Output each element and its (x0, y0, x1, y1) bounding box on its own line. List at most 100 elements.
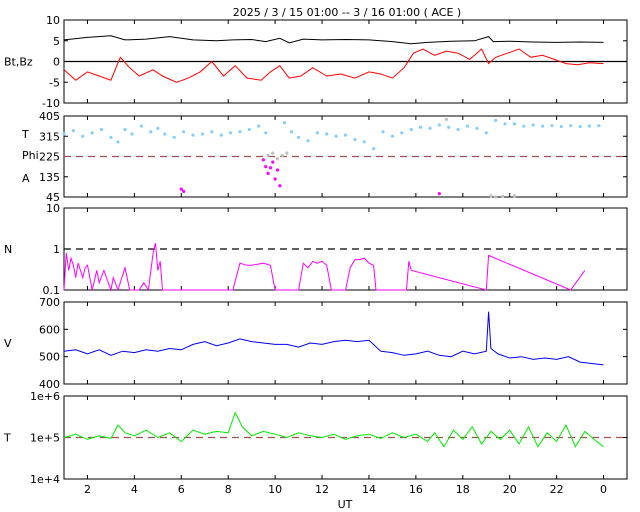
data-point-phi (62, 132, 66, 136)
panel-temperature: 1e+4 1e+5 1e+6 2 4 6 8 10 12 14 16 18 20 22 0 T (3, 390, 628, 496)
x-tick-label: 18 (456, 483, 470, 496)
y-axis-label: N (4, 243, 12, 256)
panel-density: 0.1 1 10 N (4, 202, 628, 297)
data-point-gray (285, 151, 289, 155)
data-point-phi (437, 123, 441, 127)
data-point-gray (494, 195, 498, 199)
data-point-phi (531, 123, 535, 127)
data-point-gray (271, 151, 275, 155)
y-tick-label: -10 (42, 97, 60, 110)
data-point-phi (390, 134, 395, 138)
y-tick-label: 315 (39, 130, 60, 143)
data-point-phi (381, 130, 385, 134)
data-point-gray (266, 153, 270, 157)
data-point-phi (409, 127, 413, 132)
series-line-t (63, 411, 604, 448)
data-point-phi (418, 125, 423, 129)
y-tick-label: 10 (46, 202, 60, 215)
data-point-phi (219, 133, 223, 137)
data-point-theta (273, 177, 277, 181)
x-tick-label: 4 (131, 483, 138, 496)
data-point-gray (280, 153, 284, 157)
data-point-phi (182, 130, 186, 134)
data-point-phi (71, 129, 75, 133)
data-point-phi (123, 127, 127, 132)
data-point-phi (296, 135, 301, 139)
series-line-n (63, 242, 586, 292)
data-point-phi (428, 126, 432, 130)
y-tick-label: 1e+5 (30, 432, 60, 445)
x-tick-label: 0 (600, 483, 607, 496)
data-point-phi (550, 124, 554, 128)
y-axis-label: T (3, 432, 11, 445)
data-point-phi (163, 132, 167, 136)
data-point-phi (465, 124, 470, 128)
y-tick-label: 400 (39, 378, 60, 391)
data-point-phi (306, 139, 310, 143)
data-point-phi (200, 132, 205, 136)
y-tick-label: 1e+4 (30, 473, 60, 486)
data-point-phi (109, 135, 113, 139)
data-point-phi (372, 147, 376, 151)
data-point-gray (489, 194, 493, 198)
data-point-phi (540, 124, 545, 128)
series-line-bt (63, 35, 604, 45)
data-point-phi (99, 127, 104, 132)
data-point-phi (559, 124, 563, 129)
data-point-phi (210, 130, 214, 134)
y-tick-label: 1e+6 (30, 390, 60, 403)
y-axis-label: T (21, 128, 29, 141)
y-tick-label: 405 (39, 110, 60, 123)
data-point-phi (191, 133, 195, 137)
data-point-phi (456, 127, 460, 132)
data-point-theta (182, 189, 186, 193)
panel-frame (63, 301, 628, 385)
data-point-phi (116, 140, 120, 144)
data-point-phi (587, 124, 592, 128)
data-point-phi (475, 126, 479, 130)
data-point-phi (512, 122, 517, 126)
data-point-phi (343, 133, 348, 137)
data-point-phi (484, 131, 488, 135)
data-point-gray (275, 157, 280, 161)
y-tick-label: 45 (46, 191, 60, 204)
data-point-theta (264, 165, 268, 169)
data-point-theta (278, 184, 282, 188)
y-tick-label: 0 (53, 56, 60, 69)
data-point-phi (494, 118, 498, 123)
data-point-theta (275, 168, 280, 172)
x-tick-label: 6 (178, 483, 185, 496)
data-point-phi (315, 131, 319, 135)
data-point-theta (266, 171, 270, 175)
y-tick-label: 500 (39, 351, 60, 364)
x-tick-label: 14 (362, 483, 376, 496)
y-tick-label: 5 (53, 35, 60, 48)
data-point-phi (522, 124, 526, 128)
data-point-phi (81, 134, 85, 138)
data-point-phi (353, 138, 357, 142)
y-tick-label: 225 (39, 151, 60, 164)
x-tick-label: 10 (268, 483, 282, 496)
data-point-phi (447, 125, 451, 129)
data-point-phi (130, 132, 134, 136)
data-point-phi (569, 124, 573, 128)
x-tick-label: 12 (315, 483, 329, 496)
series-line-v (63, 311, 604, 366)
data-point-phi (503, 122, 507, 126)
y-axis-label: A (22, 172, 30, 185)
figure-title: 2025 / 3 / 15 01:00 -- 3 / 16 01:00 ( AC… (233, 6, 461, 19)
x-tick-label: 20 (503, 483, 517, 496)
data-point-phi (247, 127, 251, 132)
x-tick-label: 8 (225, 483, 232, 496)
data-point-theta (437, 192, 441, 196)
data-point-phi (597, 124, 601, 128)
data-point-phi (334, 134, 338, 138)
y-tick-label: -5 (49, 76, 60, 89)
data-point-phi (325, 132, 329, 136)
data-point-phi (578, 124, 582, 129)
data-point-theta (271, 160, 275, 164)
data-point-gray (501, 194, 505, 198)
x-tick-label: 16 (409, 483, 423, 496)
y-tick-label: 700 (39, 296, 60, 309)
